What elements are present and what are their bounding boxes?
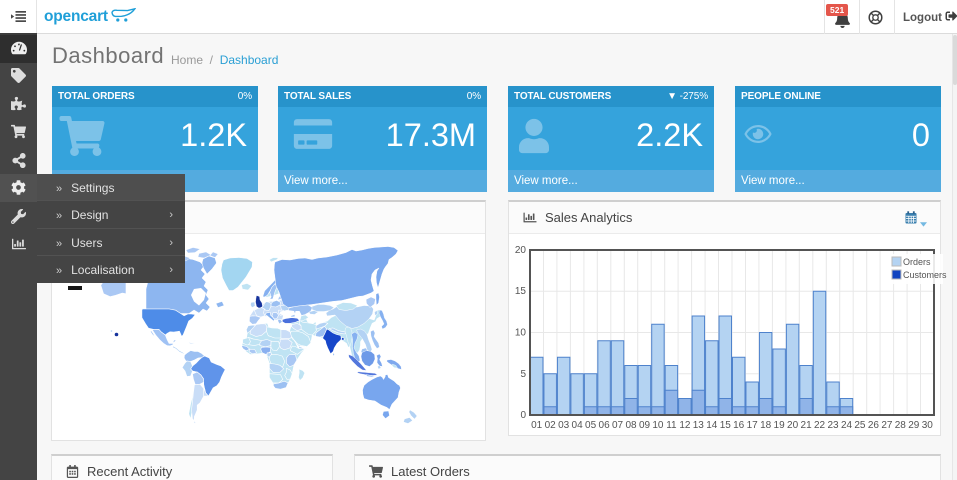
- svg-text:23: 23: [827, 420, 839, 431]
- svg-text:28: 28: [895, 420, 907, 431]
- svg-text:Orders: Orders: [903, 257, 931, 267]
- svg-text:01: 01: [531, 420, 543, 431]
- svg-text:12: 12: [679, 420, 691, 431]
- svg-text:0: 0: [520, 410, 526, 421]
- svg-text:20: 20: [515, 245, 527, 256]
- svg-text:06: 06: [599, 420, 611, 431]
- svg-text:07: 07: [612, 420, 624, 431]
- svg-text:13: 13: [693, 420, 705, 431]
- svg-text:02: 02: [545, 420, 557, 431]
- svg-text:27: 27: [881, 420, 893, 431]
- svg-text:04: 04: [572, 420, 584, 431]
- svg-text:25: 25: [854, 420, 866, 431]
- svg-text:15: 15: [720, 420, 732, 431]
- svg-text:26: 26: [868, 420, 880, 431]
- svg-text:18: 18: [760, 420, 772, 431]
- svg-text:24: 24: [841, 420, 853, 431]
- svg-text:08: 08: [625, 420, 637, 431]
- svg-text:11: 11: [666, 420, 677, 431]
- svg-text:29: 29: [908, 420, 920, 431]
- svg-text:19: 19: [774, 420, 786, 431]
- svg-text:21: 21: [801, 420, 813, 431]
- svg-text:14: 14: [706, 420, 718, 431]
- svg-text:22: 22: [814, 420, 826, 431]
- svg-text:03: 03: [558, 420, 570, 431]
- svg-text:5: 5: [520, 369, 526, 380]
- svg-text:09: 09: [639, 420, 651, 431]
- svg-text:Customers: Customers: [903, 270, 947, 280]
- svg-text:30: 30: [922, 420, 934, 431]
- svg-text:15: 15: [515, 286, 527, 297]
- svg-text:17: 17: [747, 420, 759, 431]
- svg-text:10: 10: [652, 420, 664, 431]
- svg-text:20: 20: [787, 420, 799, 431]
- svg-text:05: 05: [585, 420, 597, 431]
- svg-text:10: 10: [515, 328, 527, 339]
- svg-text:16: 16: [733, 420, 745, 431]
